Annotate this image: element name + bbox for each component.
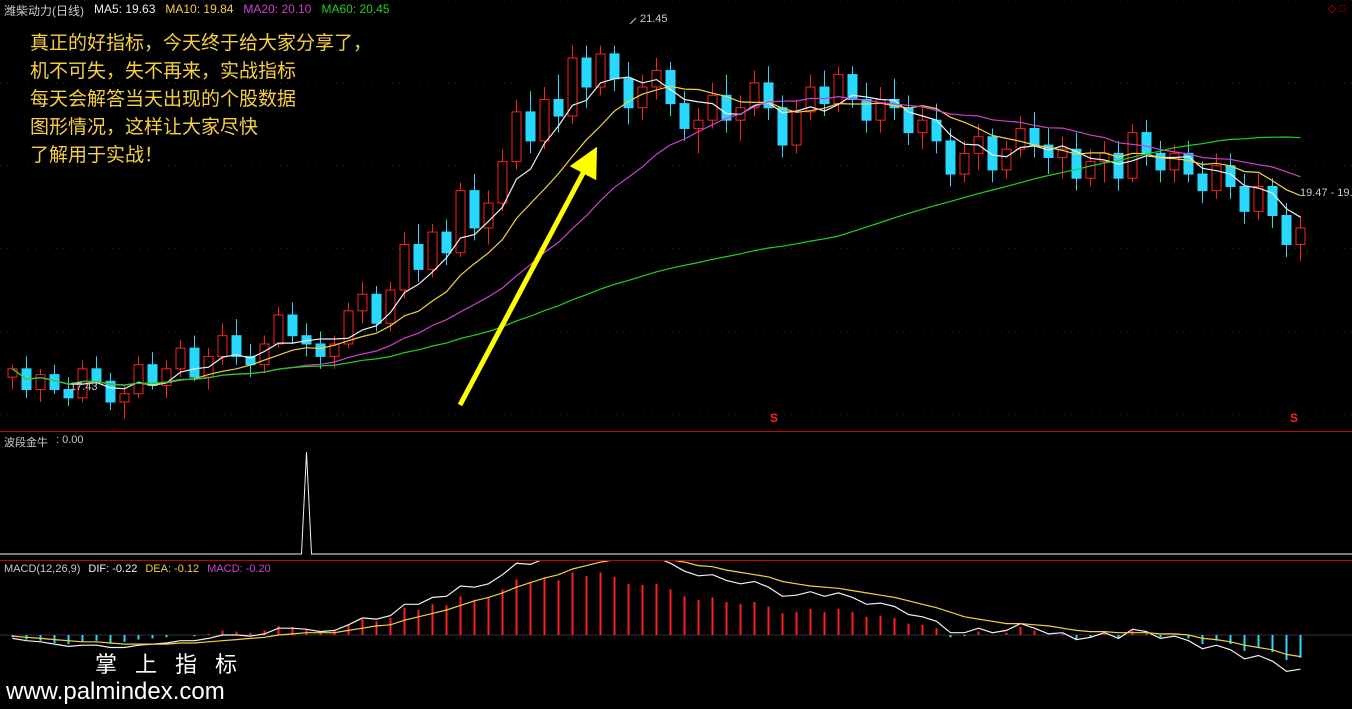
promotional-overlay-text: 真正的好指标，今天终于给大家分享了， 机不可失，失不再来，实战指标 每天会解答当… [30, 30, 372, 170]
svg-text:19.47 - 19.: 19.47 - 19. [1300, 187, 1352, 199]
svg-text:S: S [1290, 411, 1298, 425]
watermark-url: www.palmindex.com [6, 678, 225, 706]
sub1-header: 波段金牛: 0.00 [4, 434, 84, 450]
ma60-label: MA60: 20.45 [321, 2, 389, 19]
ma20-label: MA20: 20.10 [243, 2, 311, 19]
svg-text:S: S [770, 411, 778, 425]
macd-header: MACD(12,26,9)DIF: -0.22DEA: -0.12MACD: -… [4, 563, 271, 575]
stock-title: 潍柴动力(日线) [4, 2, 84, 19]
indicator-panel-1[interactable]: 波段金牛: 0.00 [0, 431, 1352, 561]
svg-text:21.45: 21.45 [640, 13, 668, 25]
ma10-label: MA10: 19.84 [165, 2, 233, 19]
svg-text:17.43: 17.43 [70, 381, 98, 393]
main-header: 潍柴动力(日线) MA5: 19.63 MA10: 19.84 MA20: 20… [4, 2, 390, 19]
watermark-chinese: 掌上指标 [95, 647, 255, 679]
ma5-label: MA5: 19.63 [94, 2, 155, 19]
corner-controls[interactable]: ◇ □ [1328, 2, 1346, 15]
